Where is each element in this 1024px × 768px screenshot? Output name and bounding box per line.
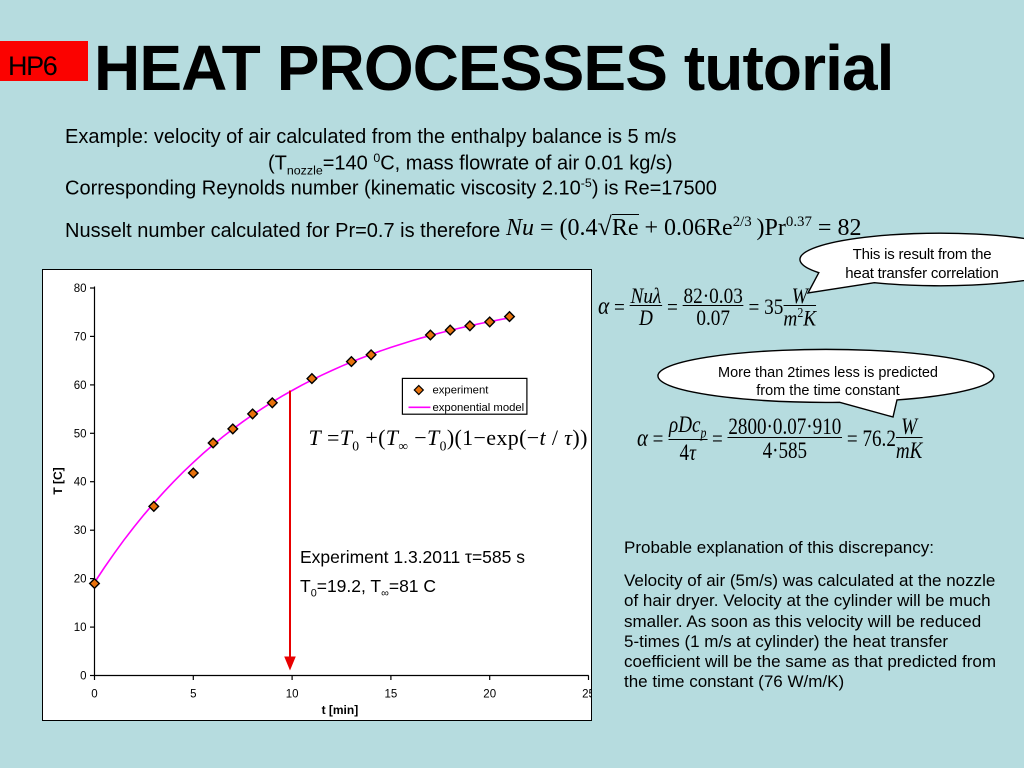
svg-text:10: 10 bbox=[286, 689, 299, 701]
svg-text:15: 15 bbox=[385, 689, 398, 701]
svg-text:80: 80 bbox=[74, 283, 87, 295]
svg-text:5: 5 bbox=[190, 689, 196, 701]
svg-text:70: 70 bbox=[74, 331, 87, 343]
svg-text:60: 60 bbox=[74, 380, 87, 392]
svg-text:10: 10 bbox=[74, 622, 87, 634]
svg-text:0: 0 bbox=[91, 689, 97, 701]
svg-text:40: 40 bbox=[74, 477, 87, 489]
svg-text:T [C]: T [C] bbox=[51, 467, 65, 494]
svg-text:exponential model: exponential model bbox=[433, 402, 525, 414]
svg-text:0: 0 bbox=[80, 671, 86, 683]
svg-text:20: 20 bbox=[74, 574, 87, 586]
svg-text:50: 50 bbox=[74, 428, 87, 440]
svg-text:experiment: experiment bbox=[433, 385, 490, 397]
svg-text:25: 25 bbox=[582, 689, 591, 701]
svg-text:20: 20 bbox=[483, 689, 496, 701]
svg-text:t [min]: t [min] bbox=[322, 703, 359, 717]
svg-text:30: 30 bbox=[74, 525, 87, 537]
